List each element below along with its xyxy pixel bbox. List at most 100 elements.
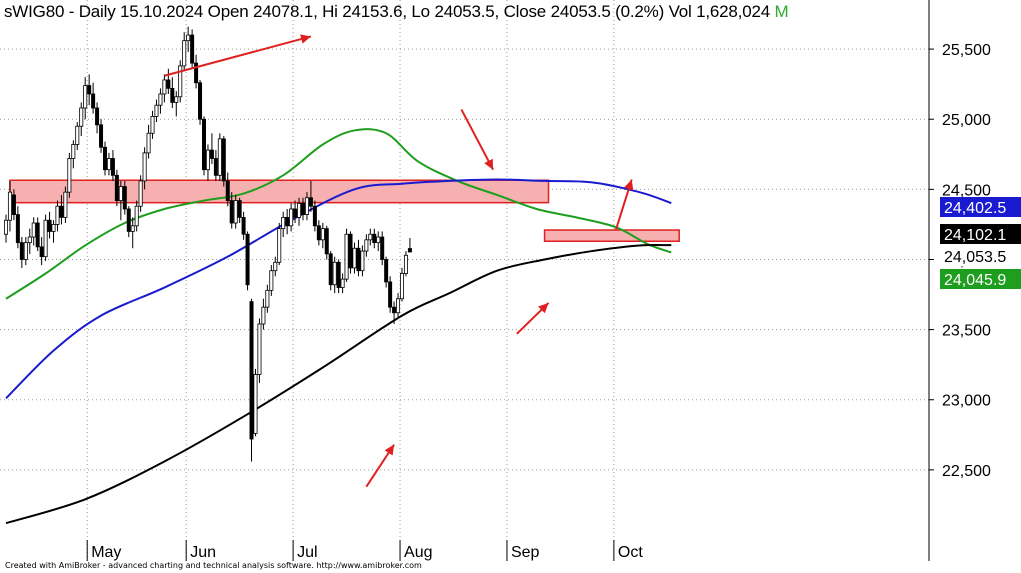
arrow-shaft xyxy=(164,35,312,77)
candle-body xyxy=(308,197,313,207)
candle-body xyxy=(158,93,163,106)
candle-body xyxy=(103,146,108,171)
candle-body xyxy=(297,202,302,218)
candle xyxy=(293,200,298,224)
candle xyxy=(103,141,108,176)
candle-body xyxy=(130,225,135,232)
candle-body xyxy=(118,186,123,201)
candle xyxy=(118,180,123,221)
price-tag-box xyxy=(940,224,1021,244)
candle xyxy=(11,189,16,221)
candle xyxy=(348,231,353,274)
candle xyxy=(324,225,329,260)
candle-body xyxy=(83,85,88,109)
candle xyxy=(352,242,357,274)
candle xyxy=(273,256,278,277)
candle xyxy=(31,217,36,246)
candle xyxy=(217,133,222,181)
candle-body xyxy=(71,144,76,159)
symbol: sWIG80 xyxy=(4,2,65,21)
x-tick-label: Aug xyxy=(404,544,432,561)
candle-body xyxy=(376,236,381,244)
y-tick-label: 25,000 xyxy=(942,112,991,129)
candle xyxy=(130,217,135,249)
candle-body xyxy=(360,250,365,272)
candle xyxy=(67,152,72,198)
candle xyxy=(213,150,218,181)
candle xyxy=(281,211,286,238)
arrow-head xyxy=(624,179,634,191)
candle xyxy=(241,211,246,240)
annotation-arrow xyxy=(516,302,550,335)
candle xyxy=(336,259,341,294)
candle xyxy=(368,228,373,246)
candle xyxy=(178,60,183,103)
candle-body xyxy=(380,236,385,260)
chart-title: sWIG80 - Daily 15.10.2024 Open 24078.1, … xyxy=(4,2,789,21)
x-tick-label: Jul xyxy=(297,544,317,561)
candle-body xyxy=(4,219,9,235)
candle-body xyxy=(388,281,393,308)
y-tick-label: 23,500 xyxy=(942,323,991,340)
candle xyxy=(225,172,230,207)
candle-body xyxy=(261,306,266,325)
close-value: 24053.5 xyxy=(550,2,611,21)
candle-body xyxy=(170,87,175,103)
candle-body xyxy=(87,85,92,95)
candle-body xyxy=(99,124,104,148)
x-tick-label: May xyxy=(91,544,121,561)
candle xyxy=(110,150,115,181)
candle xyxy=(376,231,381,252)
candle-body xyxy=(304,197,309,215)
arrow-head xyxy=(484,158,494,170)
candle-body xyxy=(277,228,282,263)
candle-body xyxy=(47,219,52,232)
candle-body xyxy=(213,158,218,176)
candle xyxy=(257,318,262,383)
candle-body xyxy=(59,205,64,218)
candle xyxy=(142,147,147,190)
arrow-head xyxy=(300,34,311,44)
candle-body xyxy=(23,242,28,260)
candle-body xyxy=(372,233,377,244)
candle-body xyxy=(154,104,159,117)
candle-body xyxy=(368,233,373,241)
annotation-arrow xyxy=(365,444,395,488)
candle xyxy=(114,169,119,207)
low-label: Lo xyxy=(411,2,430,21)
ma-line xyxy=(5,178,672,400)
annotation-arrow xyxy=(164,34,312,77)
candle xyxy=(126,206,131,238)
ma-line xyxy=(5,128,672,300)
candle xyxy=(55,200,60,232)
price-tag-box xyxy=(940,197,1021,217)
price-tag-label: 24,045.9 xyxy=(944,272,1006,289)
candle xyxy=(198,79,203,125)
candle-body xyxy=(356,247,361,272)
candle-body xyxy=(122,186,127,210)
candle xyxy=(340,273,345,294)
x-axis: May Jun Jul Aug Sep Oct xyxy=(86,540,643,561)
candle-body xyxy=(399,273,404,300)
arrow-head xyxy=(384,444,395,456)
candle-body xyxy=(328,253,333,286)
candle xyxy=(233,194,238,229)
candle-body xyxy=(281,217,286,230)
y-tick-label: 22,500 xyxy=(942,463,991,480)
resistance-zone xyxy=(9,179,550,204)
arrow-shaft xyxy=(460,108,494,171)
candle-body xyxy=(229,200,234,224)
open-label: Open xyxy=(207,2,249,21)
candle-body xyxy=(186,34,191,42)
candle-body xyxy=(79,107,84,127)
candle-body xyxy=(7,191,12,221)
candle-body xyxy=(134,205,139,227)
candle xyxy=(372,228,377,249)
candle xyxy=(83,77,88,120)
candle-body xyxy=(201,118,206,171)
change-value: (0.2%) xyxy=(615,2,665,21)
candle xyxy=(384,256,389,288)
candle-body xyxy=(174,96,179,103)
candle-body xyxy=(205,149,210,171)
